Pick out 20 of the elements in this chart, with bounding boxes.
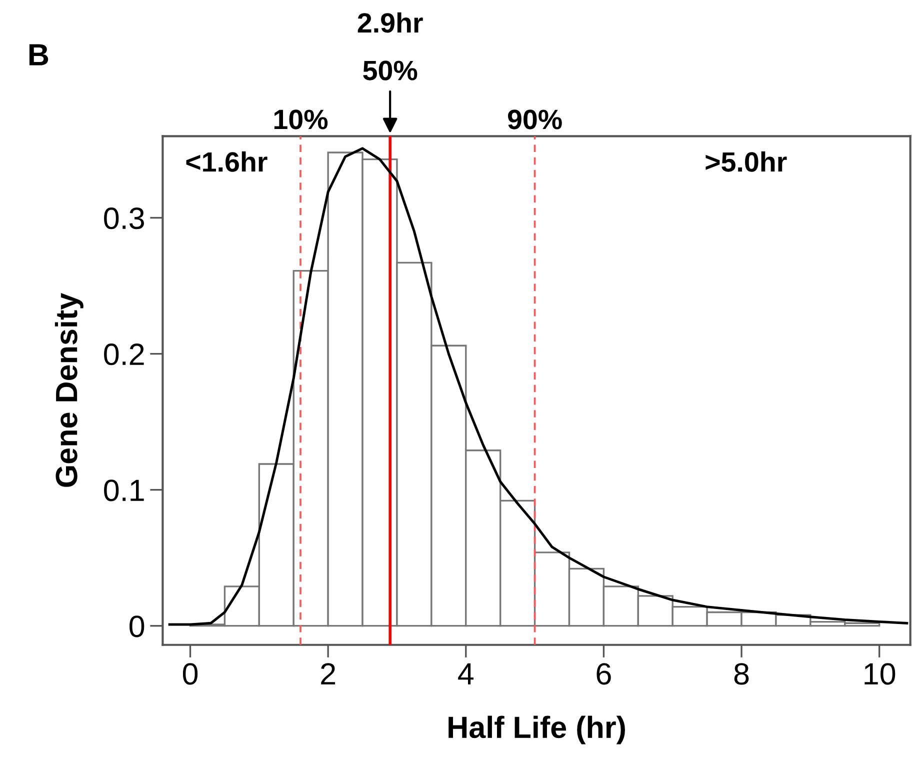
text: 2.9hr bbox=[358, 12, 423, 33]
x-axis-title: Half Life (hr) bbox=[448, 716, 625, 744]
text: 50% bbox=[363, 60, 418, 80]
line-series bbox=[168, 147, 908, 626]
x-tick-label: 0 bbox=[182, 663, 198, 685]
x-tick-label: 4 bbox=[458, 663, 474, 684]
y-tick-label: 0 bbox=[130, 616, 144, 638]
annotation: <1.6hr bbox=[186, 151, 268, 172]
y-tick-label: 0.3 bbox=[104, 208, 144, 230]
text: 90% bbox=[508, 110, 562, 130]
y-tick-label: 0.1 bbox=[104, 480, 144, 502]
text: 10% bbox=[274, 110, 328, 130]
x-tick-label: 8 bbox=[734, 663, 749, 685]
x-tick-label: 2 bbox=[321, 663, 336, 684]
x-tick-label: 10 bbox=[864, 663, 896, 685]
y-axis-title: Gene Density bbox=[54, 293, 84, 487]
text: B bbox=[29, 44, 48, 66]
x-tick-label: 6 bbox=[596, 663, 611, 685]
annotation: >5.0hr bbox=[706, 151, 787, 172]
y-tick-label: 0.2 bbox=[104, 344, 144, 366]
